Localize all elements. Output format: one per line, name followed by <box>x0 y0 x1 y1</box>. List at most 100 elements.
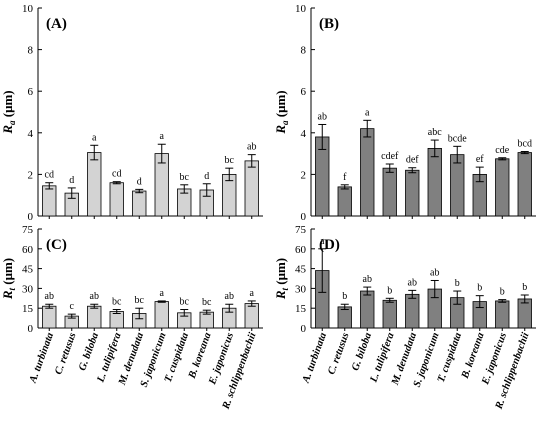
panel-d-y-axis-title: Rt (μm) <box>273 258 290 300</box>
panel-d-y-tick-label: 45 <box>295 264 307 276</box>
panel-a-significance-letter: d <box>137 176 142 187</box>
panel-b-significance-letter: abc <box>428 127 442 138</box>
panel-c-significance-letter: ab <box>45 291 54 302</box>
panel-a-y-tick-label: 2 <box>28 169 34 181</box>
panel-d-bar <box>360 290 375 329</box>
panel-b-bar <box>427 147 442 217</box>
panel-b-y-tick-label: 6 <box>301 86 307 98</box>
panel-a-bar <box>244 160 259 217</box>
panel-a-y-tick-label: 10 <box>22 3 34 15</box>
panel-a-significance-letter: bc <box>225 155 235 166</box>
panel-b-bar <box>360 128 375 217</box>
panel-b-significance-letter: bcde <box>448 133 467 144</box>
panel-b-bar <box>495 158 510 217</box>
panel-b-significance-letter: a <box>365 107 370 118</box>
panel-a-significance-letter: a <box>160 131 165 142</box>
panel-d-y-tick-label: 60 <box>295 244 307 256</box>
panel-d-y-tick-label: 15 <box>295 303 307 315</box>
panel-c-significance-letter: bc <box>112 297 122 308</box>
panel-a-y-tick-label: 4 <box>28 128 34 140</box>
panel-b-significance-letter: ab <box>318 111 327 122</box>
panel-b-bar <box>337 186 352 217</box>
panel-d-significance-letter: b <box>477 283 482 294</box>
panel-a-significance-letter: d <box>69 175 74 186</box>
panel-b-significance-letter: f <box>343 172 347 183</box>
panel-c-y-tick-label: 75 <box>22 224 34 236</box>
panel-b-y-tick-label: 2 <box>301 169 307 181</box>
panel-b-significance-letter: ef <box>476 154 484 165</box>
panel-a-y-tick-label: 6 <box>28 86 34 98</box>
panel-a-y-tick-label: 8 <box>28 45 34 57</box>
panel-d-significance-letter: b <box>342 291 347 302</box>
panel-d-significance-letter: ab <box>363 274 372 285</box>
panel-d-significance-letter: ab <box>430 267 439 278</box>
panel-d-significance-letter: b <box>500 287 505 298</box>
panel-c-y-tick-label: 0 <box>28 323 34 335</box>
panel-c-category-label: C. retusus <box>53 331 78 376</box>
panel-a-bar <box>87 152 102 217</box>
panel-b-y-tick-label: 8 <box>301 45 307 57</box>
panel-a-y-tick-label: 0 <box>28 211 34 223</box>
panel-b-y-tick-label: 0 <box>301 211 307 223</box>
panel-c-label: (C) <box>46 237 67 253</box>
panel-d-significance-letter: b <box>455 278 460 289</box>
panel-c-y-axis-title: Rt (μm) <box>0 258 17 300</box>
panel-b-significance-letter: cdef <box>381 151 399 162</box>
panel-a-bar <box>42 185 57 217</box>
panel-c-y-tick-label: 60 <box>22 244 34 256</box>
panel-a-y-axis-title: Ra (μm) <box>0 90 17 134</box>
panel-c-category-label: G. biloba <box>77 331 101 372</box>
panel-c-y-tick-label: 30 <box>22 283 34 295</box>
panel-d-category-label: C. retusus <box>326 331 351 376</box>
panel-c-significance-letter: bc <box>180 297 190 308</box>
panel-a-significance-letter: ab <box>247 142 256 153</box>
panel-c-significance-letter: a <box>250 288 255 299</box>
panel-a-bar <box>109 182 124 217</box>
panel-d-significance-letter: b <box>387 285 392 296</box>
panel-d-category-label: A. turbinata <box>300 331 329 385</box>
panel-d-category-label: G. biloba <box>350 331 374 372</box>
panel-b-significance-letter: bcd <box>518 139 532 150</box>
panel-b-y-tick-label: 10 <box>295 3 307 15</box>
panel-a-bar <box>132 190 147 217</box>
panel-d-bar <box>405 293 420 329</box>
panel-a-significance-letter: d <box>204 171 209 182</box>
panel-c-bar <box>154 301 169 329</box>
panel-c-significance-letter: bc <box>135 295 145 306</box>
panel-a-significance-letter: cd <box>45 170 54 181</box>
panel-c-bar <box>244 303 259 329</box>
panel-b-bar <box>517 152 532 217</box>
panel-b-significance-letter: def <box>406 155 419 166</box>
panel-b-bar <box>405 169 420 217</box>
panel-a-significance-letter: bc <box>180 172 190 183</box>
panel-d-significance-letter: ab <box>408 277 417 288</box>
panel-d-y-tick-label: 0 <box>301 323 307 335</box>
panel-c-bar <box>42 305 57 329</box>
panel-c-significance-letter: ab <box>225 291 234 302</box>
panel-c-y-tick-label: 15 <box>22 303 34 315</box>
panel-c-bar <box>87 305 102 329</box>
panel-d-significance-letter: b <box>522 282 527 293</box>
panel-a-significance-letter: cd <box>112 169 121 180</box>
panel-b-y-axis-title: Ra (μm) <box>273 90 290 134</box>
panel-b-bar <box>382 167 397 217</box>
panel-d-bar <box>382 299 397 329</box>
panel-b-significance-letter: cde <box>495 145 509 156</box>
panel-d-y-tick-label: 75 <box>295 224 307 236</box>
panel-d-y-tick-label: 30 <box>295 283 307 295</box>
panel-a-significance-letter: a <box>92 132 97 143</box>
panel-c-significance-letter: a <box>160 288 165 299</box>
panel-a-label: (A) <box>46 16 67 32</box>
panel-b-bar <box>450 154 465 217</box>
panel-b-y-tick-label: 4 <box>301 128 307 140</box>
panel-c-y-tick-label: 45 <box>22 264 34 276</box>
panel-d-bar <box>337 306 352 329</box>
panel-b-label: (B) <box>319 16 339 32</box>
panel-c-category-label: A. turbinata <box>27 331 56 385</box>
panel-c-significance-letter: ab <box>90 291 99 302</box>
panel-c-significance-letter: bc <box>202 297 212 308</box>
panel-d-bar <box>495 300 510 329</box>
panel-d-significance-letter: a <box>320 236 325 247</box>
panel-c-significance-letter: c <box>70 301 75 312</box>
